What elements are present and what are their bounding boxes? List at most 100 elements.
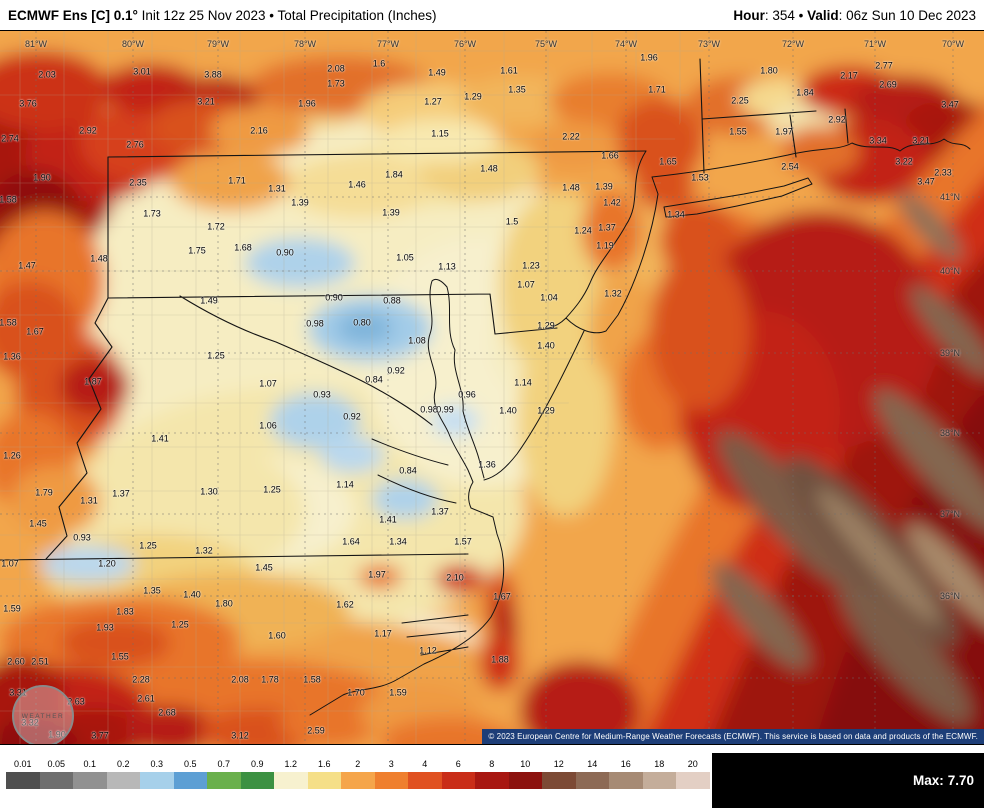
precip-value-label: 2.54 — [781, 161, 799, 172]
precip-value-label: 1.29 — [464, 91, 482, 102]
longitude-label: 70°W — [941, 39, 965, 49]
precip-value-label: 1.47 — [18, 260, 36, 271]
hour-label: Hour — [733, 7, 765, 23]
precip-value-label: 1.93 — [96, 622, 114, 633]
legend-tick: 8 — [489, 759, 495, 769]
precip-value-label: 1.06 — [259, 420, 277, 431]
precip-value-label: 1.23 — [522, 260, 540, 271]
precip-value-label: 1.73 — [143, 208, 161, 219]
legend-swatch — [642, 772, 676, 789]
watermark-text: WEATHER — [21, 712, 65, 720]
latitude-label: 36°N — [939, 591, 961, 601]
latitude-label: 40°N — [939, 266, 961, 276]
longitude-label: 73°W — [697, 39, 721, 49]
state-borders — [0, 58, 849, 561]
precip-value-label: 1.31 — [268, 183, 286, 194]
precip-value-label: 1.07 — [517, 279, 535, 290]
longitude-label: 74°W — [614, 39, 638, 49]
legend-tick: 1.2 — [284, 759, 297, 769]
hour-value: : 354 • — [764, 7, 808, 23]
precip-value-label: 0.80 — [353, 317, 371, 328]
precip-value-label: 1.39 — [291, 197, 309, 208]
valid-label: Valid — [807, 7, 839, 23]
precip-value-label: 1.58 — [0, 317, 17, 328]
precip-value-label: 0.84 — [399, 465, 417, 476]
precip-value-label: 2.63 — [67, 696, 85, 707]
legend-tick: 14 — [587, 759, 598, 769]
precip-value-label: 1.34 — [667, 209, 685, 220]
precip-value-label: 2.59 — [307, 725, 325, 736]
colorbar-ticks: 0.01 0.05 0.1 0.2 0.3 0.5 0.7 0.9 1.2 1.6 2 3 4 6 8 10 1… — [6, 759, 710, 772]
legend-tick: 3 — [388, 759, 394, 769]
legend-swatch — [207, 772, 241, 789]
legend-swatch — [542, 772, 576, 789]
max-label: Max: — [912, 773, 944, 788]
latitude-label: 39°N — [939, 348, 961, 358]
longitude-label: 75°W — [534, 39, 558, 49]
legend-swatch — [240, 772, 274, 789]
graticule — [0, 31, 984, 744]
precip-value-label: 1.37 — [112, 488, 130, 499]
precip-value-label: 1.27 — [424, 96, 442, 107]
legend-swatch — [374, 772, 408, 789]
legend-tick: 0.05 — [47, 759, 66, 769]
precip-value-label: 0.90 — [325, 292, 343, 303]
latitude-label: 37°N — [939, 509, 961, 519]
legend-bar: 0.01 0.05 0.1 0.2 0.3 0.5 0.7 0.9 1.2 1.6 2 3 4 6 8 10 1… — [0, 745, 984, 808]
legend-swatch — [106, 772, 140, 789]
precip-value-label: 1.80 — [215, 598, 233, 609]
watermark-logo: WEATHER — [12, 685, 74, 744]
precip-value-label: 1.48 — [562, 182, 580, 193]
precip-value-label: 0.92 — [343, 411, 361, 422]
map-title: ECMWF Ens [C] 0.1° Init 12z 25 Nov 2023 … — [8, 8, 437, 23]
precip-value-label: 1.48 — [480, 163, 498, 174]
precip-value-label: 1.55 — [729, 126, 747, 137]
legend-swatch — [6, 772, 40, 789]
precip-value-label: 1.71 — [228, 175, 246, 186]
precip-value-label: 1.20 — [98, 558, 116, 569]
longitude-label: 77°W — [376, 39, 400, 49]
legend-swatch — [173, 772, 207, 789]
precip-value-label: 1.32 — [604, 288, 622, 299]
precip-value-label: 3.31 — [9, 687, 27, 698]
model-name: ECMWF Ens [C] 0.1° — [8, 7, 138, 23]
legend-tick: 20 — [687, 759, 698, 769]
coastline — [309, 138, 971, 716]
precip-value-label: 3.21 — [912, 135, 930, 146]
precip-value-label: 1.42 — [603, 197, 621, 208]
precip-value-label: 1.59 — [3, 603, 21, 614]
legend-swatch — [408, 772, 442, 789]
precip-value-label: 2.22 — [562, 131, 580, 142]
precip-value-label: 1.80 — [760, 65, 778, 76]
precip-value-label: 1.30 — [200, 486, 218, 497]
colorbar: 0.01 0.05 0.1 0.2 0.3 0.5 0.7 0.9 1.2 1.6 2 3 4 6 8 10 1… — [6, 759, 710, 789]
precip-value-label: 1.37 — [598, 222, 616, 233]
precip-value-label: 1.96 — [298, 98, 316, 109]
valid-value: : 06z Sun 10 Dec 2023 — [838, 7, 976, 23]
precip-value-label: 1.67 — [493, 591, 511, 602]
precip-value-label: 1.35 — [143, 585, 161, 596]
precip-value-label: 1.70 — [347, 687, 365, 698]
precip-value-label: 1.12 — [419, 645, 437, 656]
precip-value-label: 1.08 — [408, 335, 426, 346]
longitude-label: 79°W — [206, 39, 230, 49]
precip-value-label: 2.92 — [79, 125, 97, 136]
precip-value-label: 1.79 — [35, 487, 53, 498]
map-canvas: 81°W 80°W 79°W 78°W 77°W 76°W 75°W 74°W 73°W 72°W… — [0, 30, 984, 745]
precip-value-label: 1.36 — [3, 351, 21, 362]
precip-value-label: 1.71 — [648, 84, 666, 95]
legend-swatch — [441, 772, 475, 789]
precip-value-label: 1.57 — [454, 536, 472, 547]
precip-value-label: 1.45 — [29, 518, 47, 529]
legend-swatch — [140, 772, 174, 789]
colorbar-swatches — [6, 772, 710, 789]
precip-value-label: 1.36 — [478, 459, 496, 470]
max-value: 7.70 — [947, 773, 974, 788]
legend-swatch — [341, 772, 375, 789]
precip-value-label: 1.31 — [80, 495, 98, 506]
legend-swatch — [39, 772, 73, 789]
precip-value-label: 1.84 — [385, 169, 403, 180]
latitude-label: 41°N — [939, 192, 961, 202]
precip-value-label: 2.10 — [446, 572, 464, 583]
precip-value-label: 3.47 — [917, 176, 935, 187]
